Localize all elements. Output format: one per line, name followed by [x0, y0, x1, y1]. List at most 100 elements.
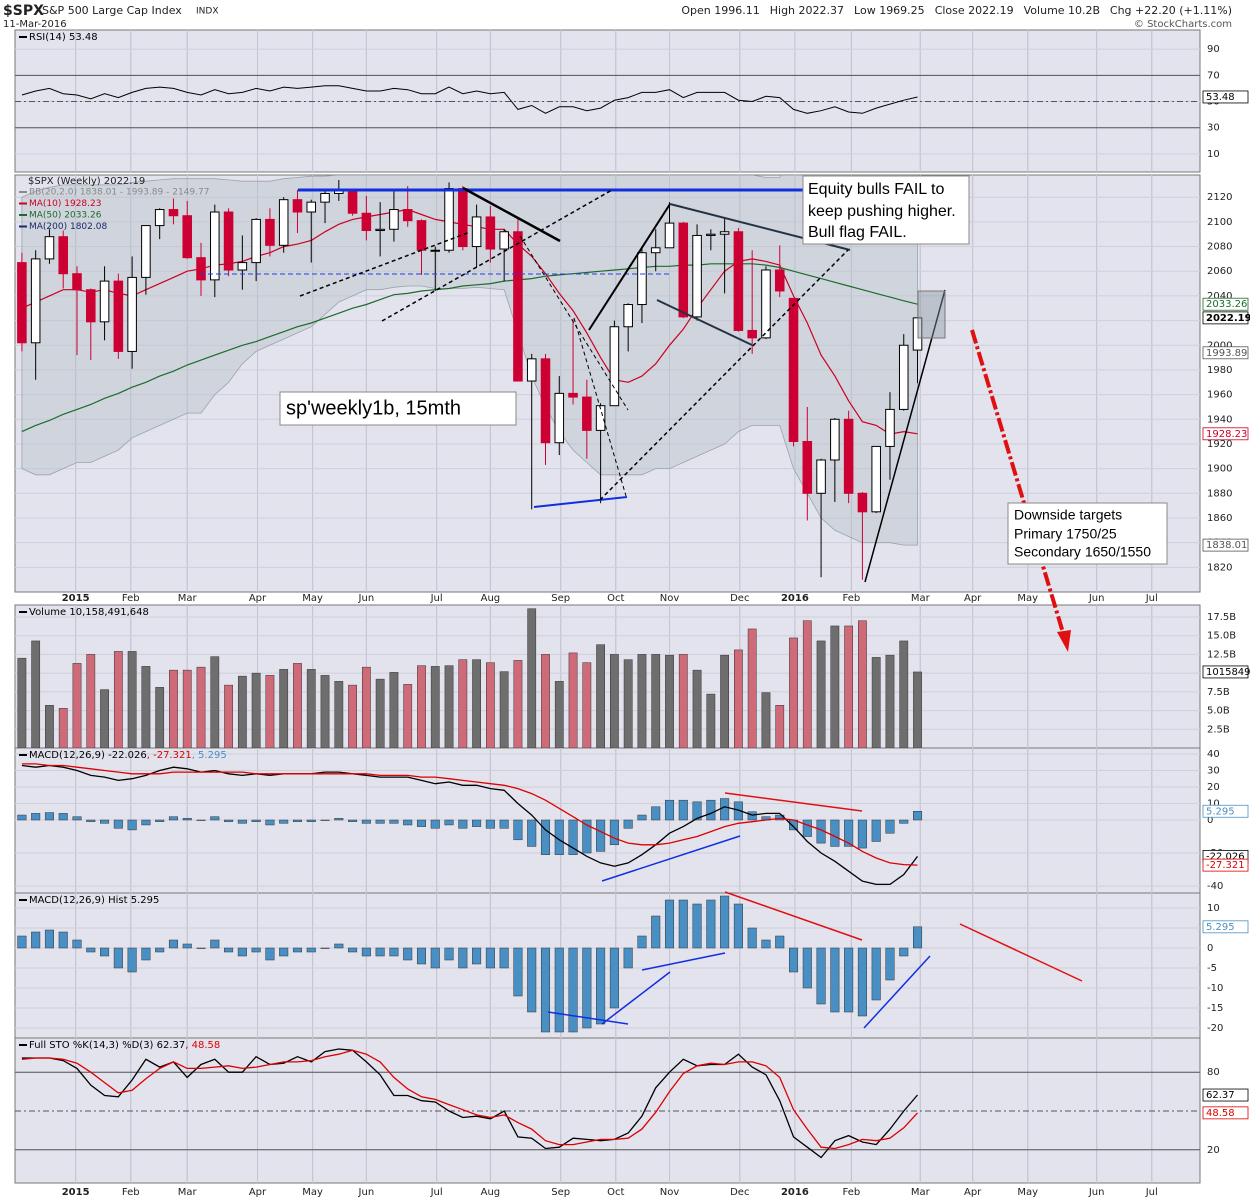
y-tick-label: 80	[1207, 1067, 1220, 1078]
bar	[458, 659, 468, 748]
bar	[844, 625, 854, 748]
value-marker-box	[1202, 346, 1249, 360]
bar	[403, 947, 413, 961]
bar	[72, 663, 82, 748]
y-tick-label: 2000	[1207, 340, 1232, 351]
bar	[899, 947, 909, 957]
bar	[45, 705, 54, 748]
bar	[279, 669, 289, 748]
y-tick-label: 10	[1207, 903, 1220, 914]
candle-body	[885, 408, 895, 447]
x-tick-label: Jun	[358, 593, 375, 604]
annotation: Secondary 1650/1550	[1014, 544, 1151, 560]
value-marker-box	[1202, 427, 1249, 441]
candle-body	[154, 209, 165, 227]
bar	[458, 819, 468, 829]
value-marker-box	[1202, 538, 1249, 552]
bar	[100, 689, 109, 748]
wedge-line	[588, 203, 671, 331]
bar	[320, 819, 330, 821]
y-tick-label: 20	[1207, 1145, 1220, 1156]
bar	[720, 654, 730, 748]
bar	[692, 669, 702, 748]
panel-legend: MACD(12,26,9) Hist 5.295	[29, 895, 159, 906]
panel-0	[15, 48, 1200, 155]
bar	[127, 651, 137, 748]
bar	[31, 813, 41, 821]
y-tick-label: 90	[1207, 44, 1220, 55]
header: $SPX S&P 500 Large Cap Index INDX 11-Mar…	[3, 3, 1232, 30]
bar	[499, 947, 509, 969]
bar	[568, 819, 578, 855]
candle-body	[843, 418, 854, 494]
bar	[58, 931, 68, 949]
bar	[913, 926, 923, 949]
x-tick-label: Apr	[249, 1187, 267, 1198]
x-tick-label: 2015	[62, 593, 90, 604]
bar	[127, 819, 137, 831]
flag-line	[656, 299, 753, 346]
x-tick-label: Aug	[481, 593, 501, 604]
bar	[637, 814, 647, 821]
y-tick-label: -10	[1207, 983, 1223, 994]
bar	[306, 819, 316, 822]
panel-3	[15, 753, 1200, 887]
bar	[169, 669, 178, 748]
x-tick-label: Mar	[178, 593, 198, 604]
bar	[871, 947, 881, 1001]
value-marker: 1928.23	[1206, 429, 1247, 440]
panel-legend: RSI(14) 53.48	[29, 32, 98, 43]
bar	[72, 816, 82, 821]
bar	[430, 947, 440, 969]
bar	[417, 665, 426, 748]
bar	[747, 811, 757, 821]
bar	[733, 903, 743, 949]
panel-background	[14, 29, 1201, 173]
candle-body	[678, 222, 689, 318]
y-tick-label: 1920	[1207, 439, 1232, 450]
trend-dashed	[381, 189, 613, 322]
bar	[389, 672, 399, 748]
panel-title: $SPX (Weekly) 2022.19	[28, 176, 145, 187]
legend-entry: Full STO %K(14,3) %D(3) 62.37	[29, 1040, 185, 1051]
bar	[527, 947, 537, 1013]
annotation: Equity bulls FAIL to	[808, 181, 944, 198]
bar	[637, 654, 647, 748]
bar	[499, 671, 509, 748]
bar	[210, 939, 220, 949]
bar	[320, 947, 330, 949]
candle-body	[44, 236, 55, 260]
bar	[58, 708, 68, 748]
bar	[375, 819, 385, 824]
x-tick-label: Feb	[843, 1187, 861, 1198]
annotation: sp'weekly1b, 15mth	[286, 397, 461, 419]
bar	[361, 666, 371, 748]
bar	[375, 947, 385, 957]
candle-body	[306, 201, 317, 213]
x-tick-label: May	[1017, 593, 1038, 604]
candle-body	[637, 252, 647, 306]
bar	[858, 620, 867, 748]
bar	[610, 654, 619, 748]
y-tick-label: 1880	[1207, 488, 1232, 499]
bar	[596, 819, 606, 852]
exchange: INDX	[196, 7, 218, 17]
x-tick-label: Aug	[481, 1187, 501, 1198]
bar	[127, 947, 137, 973]
bar	[844, 819, 854, 847]
candle-body	[99, 280, 110, 323]
candle-body	[526, 358, 537, 382]
bar	[734, 649, 743, 748]
x-tick-label: Jul	[430, 593, 443, 604]
annotation: Primary 1750/25	[1014, 526, 1117, 542]
bar	[86, 947, 96, 953]
bar	[761, 692, 771, 748]
bar	[472, 659, 481, 748]
bar	[761, 939, 771, 949]
bar	[306, 669, 316, 748]
divergence-line	[601, 835, 741, 882]
candle-body	[223, 211, 234, 271]
legend-entry: , 48.58	[185, 1040, 220, 1051]
bar	[44, 812, 54, 821]
